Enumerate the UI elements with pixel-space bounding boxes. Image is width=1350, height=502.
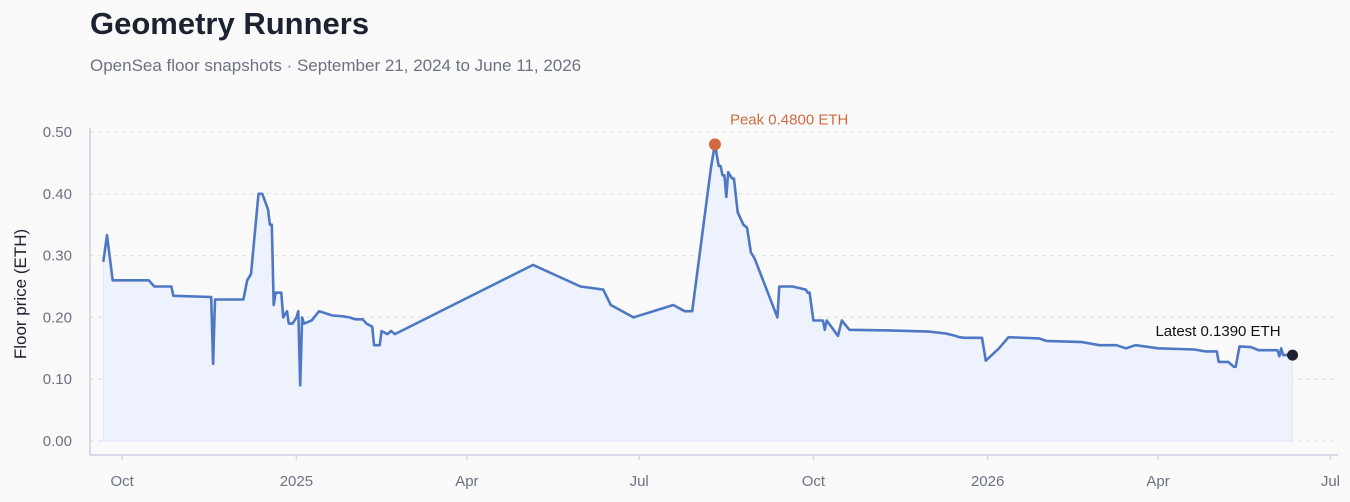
- x-tick-label: Apr: [455, 473, 478, 490]
- y-tick-label: 0.40: [43, 186, 72, 203]
- annotations: Peak 0.4800 ETH Latest 0.1390 ETH: [708, 111, 1299, 361]
- y-tick-label: 0.50: [43, 124, 72, 141]
- latest-annotation: Latest 0.1390 ETH: [1155, 323, 1280, 340]
- floor-price-line: [102, 143, 1293, 387]
- y-tick-label: 0.20: [43, 309, 72, 326]
- y-axis-label: Floor price (ETH): [11, 229, 30, 359]
- y-tick-label: 0.10: [43, 371, 72, 388]
- x-tick-label: Oct: [802, 473, 826, 490]
- x-tick-label: Oct: [111, 473, 135, 490]
- x-tick-label: Jul: [630, 473, 649, 490]
- y-tick-label: 0.30: [43, 248, 72, 265]
- y-axis-ticks: 0.00 0.10 0.20 0.30 0.40 0.50: [43, 124, 72, 450]
- x-tick-label: 2025: [280, 473, 313, 490]
- latest-marker: [1287, 349, 1299, 361]
- x-tick-label: Jul: [1321, 473, 1340, 490]
- peak-marker: [708, 138, 721, 151]
- chart-subtitle: OpenSea floor snapshots · September 21, …: [90, 56, 582, 75]
- peak-annotation: Peak 0.4800 ETH: [730, 111, 848, 128]
- y-tick-label: 0.00: [43, 433, 72, 450]
- chart-title: Geometry Runners: [90, 6, 370, 41]
- x-axis-ticks: Oct 2025 Apr Jul Oct 2026 Apr Jul: [111, 455, 1340, 490]
- axes: [89, 128, 1338, 456]
- x-tick-label: Apr: [1146, 473, 1169, 490]
- x-tick-label: 2026: [971, 473, 1004, 490]
